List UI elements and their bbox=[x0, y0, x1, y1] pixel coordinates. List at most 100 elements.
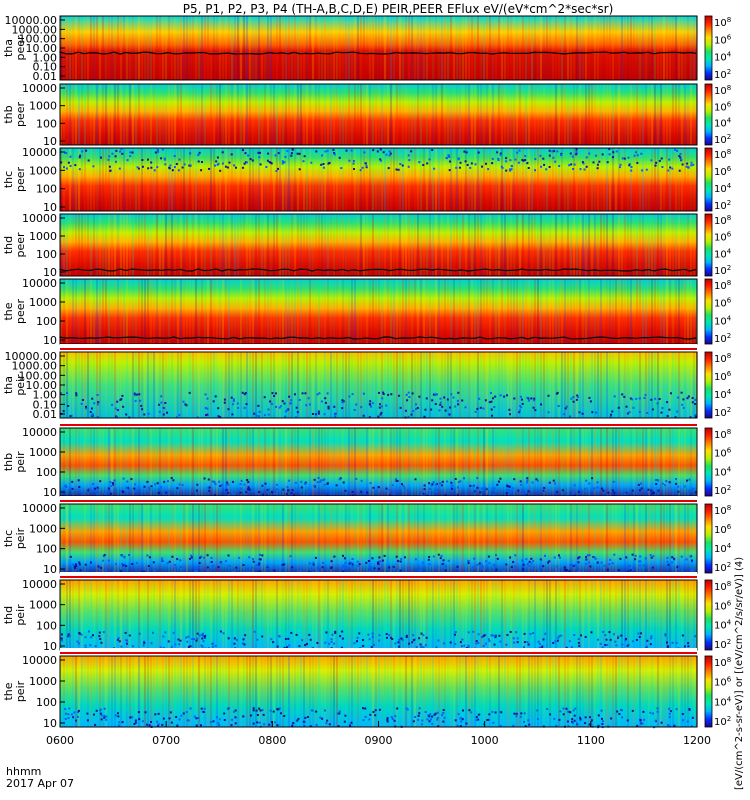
y-tick-label: 1000.00 bbox=[12, 23, 58, 36]
colorbar bbox=[704, 213, 713, 277]
data-gap bbox=[60, 496, 697, 502]
y-tick-label: 10 bbox=[43, 563, 57, 576]
y-tick-label: 10000.00 bbox=[5, 14, 58, 27]
colorbar-tick-label: 102 bbox=[714, 406, 731, 419]
colorbar-tick-label: 108 bbox=[714, 84, 731, 97]
colorbar-tick-label: 104 bbox=[714, 117, 732, 130]
panel-probe-label: thd bbox=[2, 606, 15, 624]
panel-probe-label: thd bbox=[2, 236, 15, 254]
colorbar-tick-label: 104 bbox=[714, 388, 732, 401]
y-tick-label: 100 bbox=[36, 315, 57, 328]
colorbar-tick-label: 102 bbox=[714, 638, 731, 651]
panel-probe-label: the bbox=[2, 682, 15, 700]
date-label: 2017 Apr 07 bbox=[6, 777, 74, 790]
spectrogram-texture bbox=[60, 352, 698, 418]
y-tick-label: 100 bbox=[36, 117, 57, 130]
colorbar-tick-label: 108 bbox=[714, 504, 731, 517]
y-tick-label: 1000.00 bbox=[12, 360, 58, 373]
y-tick-label: 0.10 bbox=[33, 398, 58, 411]
x-tick-label: 0600 bbox=[46, 734, 74, 747]
colorbar-tick-label: 106 bbox=[714, 231, 732, 244]
x-tick-label: 0700 bbox=[152, 734, 180, 747]
colorbar-tick-label: 102 bbox=[714, 484, 731, 497]
y-tick-label: 10 bbox=[43, 717, 57, 730]
y-tick-label: 1000 bbox=[29, 675, 57, 688]
y-tick-label: 1000 bbox=[29, 446, 57, 459]
y-tick-label: 1.00 bbox=[33, 51, 58, 64]
colorbar-tick-label: 102 bbox=[714, 332, 731, 345]
panel-species-label: peir bbox=[14, 680, 27, 702]
y-tick-label: 100 bbox=[36, 466, 57, 479]
panel-stack: 10000.001000.00100.0010.001.000.100.01th… bbox=[2, 14, 732, 730]
colorbar-tick-label: 106 bbox=[714, 297, 732, 310]
panel-thc-peir: 10000 1000 100 10 thc peir 102 104 106 108 bbox=[2, 496, 732, 576]
edge-line bbox=[60, 500, 697, 502]
y-tick-label: 10.00 bbox=[26, 42, 58, 55]
noise-speckle bbox=[60, 630, 697, 652]
spacecraft-potential-line bbox=[59, 268, 697, 272]
panel-species-label: peer bbox=[14, 35, 27, 61]
panel-the-peir: 10000 1000 100 10 the peir 102 104 106 108 bbox=[2, 648, 732, 730]
colorbar-tick-label: 106 bbox=[714, 599, 732, 612]
spectrogram-tha-peer bbox=[60, 16, 697, 80]
y-tick-label: 10 bbox=[43, 266, 57, 279]
spectrogram-texture bbox=[60, 656, 698, 727]
colorbar-tick-label: 108 bbox=[714, 148, 731, 161]
spectrogram-tha-peir bbox=[60, 352, 697, 418]
y-tick-label: 10000 bbox=[22, 502, 57, 515]
y-tick-label: 10000 bbox=[22, 578, 57, 591]
y-tick-label: 0.10 bbox=[33, 61, 58, 74]
panel-probe-label: thb bbox=[2, 453, 15, 471]
y-tick-label: 0.01 bbox=[33, 70, 58, 83]
y-tick-label: 10 bbox=[43, 486, 57, 499]
panel-species-label: peir bbox=[14, 451, 27, 473]
panel-frame bbox=[59, 213, 698, 277]
colorbar-tick-label: 104 bbox=[714, 695, 732, 708]
spacecraft-potential-line bbox=[59, 51, 697, 55]
colorbar-tick-label: 102 bbox=[714, 715, 731, 728]
edge-line bbox=[60, 652, 697, 654]
time-axis: 0600 0700 0800 0900 1000 1100 1200 bbox=[46, 721, 711, 747]
colorbar bbox=[704, 278, 713, 345]
y-tick-label: 10000 bbox=[22, 82, 57, 95]
noise-speckle bbox=[60, 148, 695, 172]
y-tick-label: 10000 bbox=[22, 277, 57, 290]
panel-species-label: peer bbox=[14, 167, 27, 193]
y-tick-label: 100 bbox=[36, 543, 57, 556]
colorbar-tick-label: 106 bbox=[714, 100, 732, 113]
panel-thb-peir: 10000 1000 100 10 thb peir 102 104 106 108 bbox=[2, 420, 732, 499]
y-tick-label: 0.01 bbox=[33, 408, 58, 421]
y-tick-label: 1000 bbox=[29, 100, 57, 113]
colorbar-tick-label: 104 bbox=[714, 619, 732, 632]
y-tick-label: 10 bbox=[43, 201, 57, 214]
spectrogram-thc-peer bbox=[60, 148, 697, 211]
panel-the-peer: 10000 1000 100 10 the peer 102 104 106 108 bbox=[2, 277, 732, 347]
data-gap bbox=[60, 572, 697, 578]
spectrogram-thb-peer bbox=[60, 84, 697, 145]
colorbar-tick-label: 108 bbox=[714, 580, 731, 593]
y-tick-label: 10 bbox=[43, 334, 57, 347]
y-tick-label: 100 bbox=[36, 696, 57, 709]
colorbar-tick-label: 106 bbox=[714, 676, 732, 689]
panel-probe-label: thb bbox=[2, 105, 15, 123]
colorbar bbox=[704, 147, 713, 212]
panel-species-label: peir bbox=[14, 527, 27, 549]
panel-species-label: peer bbox=[14, 232, 27, 258]
colorbar-tick-label: 106 bbox=[714, 33, 732, 46]
colorbar-tick-label: 104 bbox=[714, 542, 732, 555]
panel-species-label: peer bbox=[14, 102, 27, 128]
panel-probe-label: thc bbox=[2, 530, 15, 547]
colorbar bbox=[704, 15, 713, 81]
spectrogram-thb-peir bbox=[60, 428, 697, 496]
colorbar-tick-label: 102 bbox=[714, 68, 731, 81]
y-tick-label: 100.00 bbox=[19, 33, 58, 46]
colorbar-tick-label: 104 bbox=[714, 247, 732, 260]
y-tick-label: 1.00 bbox=[33, 389, 58, 402]
colorbar-tick-label: 102 bbox=[714, 561, 731, 574]
colorbar-tick-label: 106 bbox=[714, 523, 732, 536]
panel-species-label: peer bbox=[14, 299, 27, 325]
y-tick-label: 10000.00 bbox=[5, 350, 58, 363]
panel-thd-peir: 10000 1000 100 10 thd peir 102 104 106 108 bbox=[2, 572, 732, 653]
